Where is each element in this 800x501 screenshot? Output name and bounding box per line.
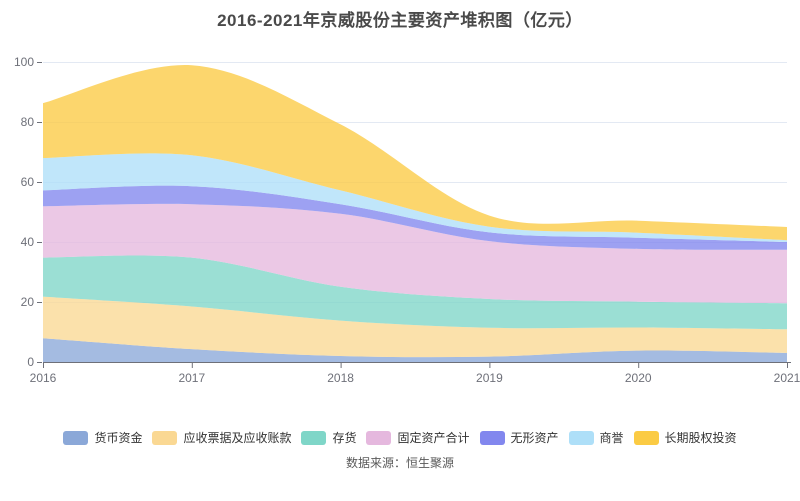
legend-item-6[interactable]: 长期股权投资 (633, 429, 737, 446)
legend-label: 无形资产 (510, 431, 559, 445)
legend-item-1[interactable]: 应收票据及应收账款 (152, 429, 291, 446)
legend-item-4[interactable]: 无形资产 (479, 429, 559, 446)
area-series-0[interactable] (43, 338, 787, 362)
y-axis-label-100: 100 (14, 55, 34, 69)
area-series-2[interactable] (43, 255, 787, 330)
legend-label: 应收票据及应收账款 (183, 431, 292, 445)
legend-label: 商誉 (599, 431, 624, 445)
legend-label: 存货 (332, 431, 357, 445)
legend-swatch-icon (63, 430, 89, 445)
stacked-area-plot[interactable]: 2016 2017 2018 2019 2020 2021 0 20 40 60 80 100 (0, 0, 800, 420)
legend-item-2[interactable]: 存货 (301, 429, 356, 446)
legend-item-0[interactable]: 货币资金 (63, 429, 142, 446)
legend-item-5[interactable]: 商誉 (568, 429, 624, 446)
y-axis-label-0: 0 (27, 355, 34, 369)
x-axis-label-5: 2021 (774, 371, 800, 385)
area-series-5[interactable] (43, 153, 787, 242)
legend-swatch-icon (152, 430, 178, 445)
x-axis-label-1: 2017 (178, 371, 205, 385)
legend-item-3[interactable]: 固定资产合计 (366, 429, 470, 446)
legend-label: 长期股权投资 (664, 431, 737, 445)
legend-swatch-icon (366, 430, 392, 445)
y-axis-label-80: 80 (21, 115, 35, 129)
x-axis-label-3: 2019 (476, 371, 503, 385)
area-series-4[interactable] (43, 185, 787, 250)
legend-swatch-icon (568, 430, 594, 445)
data-source-note: 数据来源：恒生聚源 (345, 456, 454, 470)
legend-label: 固定资产合计 (397, 431, 470, 445)
legend-swatch-icon (301, 430, 327, 445)
y-axis-label-20: 20 (21, 295, 35, 309)
legend-swatch-icon (479, 430, 505, 445)
area-series-1[interactable] (43, 296, 787, 358)
x-axis-label-2: 2018 (327, 371, 354, 385)
area-series-6[interactable] (43, 65, 787, 241)
y-axis-label-60: 60 (21, 175, 35, 189)
chart-title: 2016-2021年京威股份主要资产堆积图（亿元） (217, 11, 583, 30)
area-series-3[interactable] (43, 203, 787, 304)
legend-label: 货币资金 (94, 431, 143, 445)
y-axis-label-40: 40 (21, 235, 35, 249)
chart-legend: 货币资金 应收票据及应收账款 存货 固定资产合计 无形资产 商誉 长期股权投资 (0, 429, 800, 446)
x-axis-label-4: 2020 (625, 371, 652, 385)
legend-swatch-icon (633, 430, 659, 445)
x-axis-label-0: 2016 (30, 371, 57, 385)
